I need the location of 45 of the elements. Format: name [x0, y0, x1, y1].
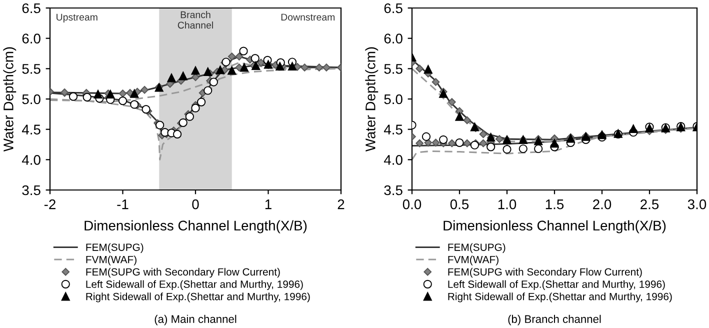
x-tick-label: 2 — [338, 199, 344, 210]
x-tick-label: 0.5 — [450, 199, 469, 210]
x-axis-title: Dimensionless Channel Length(X/B) — [444, 220, 666, 234]
y-tick-label: 6.5 — [384, 3, 402, 14]
x-tick-label: 1.0 — [498, 199, 516, 210]
legend-label: FVM(WAF) — [448, 256, 498, 266]
y-axis-title: Water Depth(cm) — [365, 47, 378, 152]
x-tick-label: 1 — [265, 200, 272, 210]
x-tick-label: 0 — [192, 199, 199, 210]
legend-label: Right Sidewall of Exp.(Shettar and Murthy, 1996) — [86, 292, 310, 302]
legend-label: FVM(WAF) — [86, 256, 136, 266]
y-tick-label: 4.5 — [384, 124, 402, 135]
text: (a) Main channel — [154, 314, 236, 326]
y-tick-label: 5.5 — [22, 64, 40, 74]
x-tick-label: 1.5 — [546, 200, 564, 210]
x-tick-label: -1 — [117, 200, 128, 210]
y-tick-label: 3.5 — [22, 185, 40, 196]
band-label: Branch Channel — [178, 11, 213, 29]
legend-label: Left Sidewall of Exp.(Shettar and Murthy, 1996) — [448, 280, 665, 290]
x-tick-label: 3.0 — [688, 199, 706, 210]
y-axis-title: Water Depth(cm) — [3, 47, 16, 152]
y-tick-label: 6.5 — [22, 3, 40, 14]
legend-label: FEM(SUPG with Secondary Flow Current) — [86, 268, 280, 278]
y-tick-label: 4.0 — [384, 155, 402, 165]
legend-label: FEM(SUPG) — [86, 243, 144, 254]
legend-label: Left Sidewall of Exp.(Shettar and Murthy, 1996) — [86, 280, 303, 290]
y-tick-label: 3.5 — [384, 185, 402, 196]
text: (b) Branch channel — [508, 314, 601, 326]
y-tick-label: 5.0 — [22, 94, 40, 104]
legend-label: FEM(SUPG with Secondary Flow Current) — [448, 268, 642, 278]
y-tick-label: 6.0 — [22, 34, 40, 44]
y-tick-label: 6.0 — [384, 34, 402, 44]
x-axis-title: Dimensionless Channel Length(X/B) — [84, 220, 307, 234]
legend-label: Right Sidewall of Exp.(Shettar and Murthy, 1996) — [448, 292, 672, 302]
annotation: Upstream — [56, 14, 98, 23]
y-tick-label: 5.5 — [384, 64, 402, 74]
legend-label: FEM(SUPG) — [448, 243, 506, 254]
annotation: Downstream — [281, 14, 335, 21]
x-tick-label: 2.0 — [593, 199, 612, 210]
y-tick-label: 4.0 — [22, 155, 40, 165]
y-tick-label: 4.5 — [22, 124, 40, 135]
x-tick-label: 0.0 — [402, 199, 422, 210]
x-tick-label: -2 — [44, 199, 56, 210]
y-tick-label: 5.0 — [384, 94, 402, 104]
x-tick-label: 2.5 — [640, 199, 659, 210]
